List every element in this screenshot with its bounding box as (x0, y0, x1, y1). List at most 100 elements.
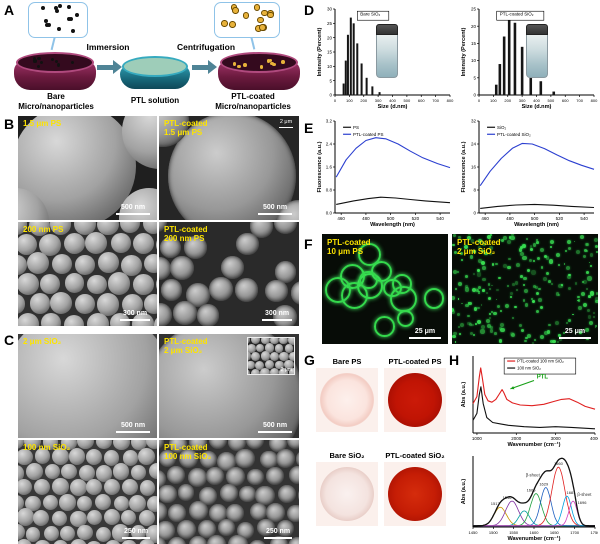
blot-label: PTL-coated PS (388, 357, 442, 366)
particle (138, 539, 156, 544)
particle (96, 526, 112, 542)
particle (103, 509, 120, 525)
particle (159, 469, 167, 488)
particle (146, 440, 157, 450)
panel-label-a: A (4, 2, 15, 18)
particle (503, 235, 507, 240)
particle (516, 262, 521, 267)
particle (132, 232, 154, 255)
particle (61, 440, 77, 451)
particle (188, 440, 207, 452)
inset-scale-label: 2 μm (280, 367, 292, 373)
svg-text:PTL-coated PS: PTL-coated PS (353, 132, 384, 137)
particle (235, 449, 255, 469)
particle (159, 256, 172, 281)
particle (506, 239, 512, 244)
vial-photo-bare-sio2 (376, 24, 398, 78)
particle (251, 352, 261, 362)
particle (25, 463, 43, 480)
particle (103, 478, 120, 495)
svg-text:1550: 1550 (509, 530, 519, 535)
particle (229, 21, 236, 28)
particle (73, 222, 96, 236)
particle (271, 62, 276, 67)
particle (18, 294, 26, 314)
fluorescence-label: PTL-coated 10 μm PS (327, 238, 371, 257)
particle (545, 272, 549, 276)
particle (170, 256, 195, 280)
particle (587, 276, 592, 281)
svg-text:600: 600 (418, 98, 425, 103)
particle (278, 368, 289, 374)
particle (512, 283, 516, 287)
particle (545, 256, 550, 261)
particle (52, 540, 68, 544)
particle (583, 302, 588, 308)
particle (122, 450, 139, 467)
blot-item-ptl-coated-ps: PTL-coated PS (382, 357, 448, 432)
particle (257, 518, 276, 537)
particle (288, 368, 294, 374)
svg-text:1.6: 1.6 (326, 165, 333, 170)
particle (269, 368, 280, 374)
particle (567, 287, 571, 291)
panel-label-c: C (4, 332, 15, 348)
particle (234, 277, 259, 302)
particle (510, 291, 513, 295)
particle (43, 525, 60, 542)
particle (515, 289, 518, 292)
sem-image-1_5um-ps: 1.5 μm PS 500 nm (18, 116, 157, 220)
particle (264, 343, 275, 353)
particle (519, 248, 523, 252)
particle (75, 294, 95, 314)
particle (503, 264, 507, 269)
svg-text:1750: 1750 (591, 530, 598, 535)
sem-label: 200 nm PS (23, 225, 64, 234)
particle (28, 222, 50, 236)
particle (63, 315, 85, 326)
particle (276, 519, 294, 537)
panel-a-schematic: Immersion Centrifugation Bare Micro/nano… (0, 0, 302, 113)
particle (96, 440, 113, 450)
particle (77, 525, 93, 541)
particle (261, 338, 270, 345)
particle (34, 478, 51, 495)
particle (459, 251, 464, 256)
blot-label: Bare SiO₂ (329, 451, 365, 460)
particle (248, 338, 251, 345)
particle (32, 56, 37, 61)
particle (75, 254, 95, 275)
particle (143, 222, 157, 235)
particle (57, 27, 62, 32)
particle (498, 276, 502, 280)
particle (500, 310, 503, 312)
particle (490, 311, 494, 314)
particle (585, 271, 589, 274)
particle (536, 309, 540, 313)
sem-image-ptl-coated-200nm-ps: PTL-coated 200 nm PS 300 nm (159, 222, 299, 326)
particle (121, 509, 137, 525)
particle (228, 534, 248, 544)
svg-text:100: 100 (346, 98, 353, 103)
particle (18, 448, 33, 466)
particle (563, 263, 566, 266)
particle (296, 449, 299, 468)
particle (39, 234, 62, 257)
svg-text:25: 25 (471, 7, 477, 12)
particle (453, 250, 458, 255)
particle (520, 275, 523, 278)
particle (529, 244, 533, 248)
particle (121, 293, 144, 315)
particle (144, 294, 157, 314)
svg-text:β-sheet: β-sheet (526, 472, 541, 477)
particle (521, 245, 525, 249)
particle (491, 284, 493, 287)
particle (43, 495, 59, 511)
svg-text:540: 540 (580, 216, 588, 221)
particle (288, 536, 299, 544)
particle (37, 57, 41, 61)
particle (297, 487, 299, 504)
particle (121, 255, 142, 276)
particle (485, 318, 490, 323)
particle (561, 284, 564, 287)
